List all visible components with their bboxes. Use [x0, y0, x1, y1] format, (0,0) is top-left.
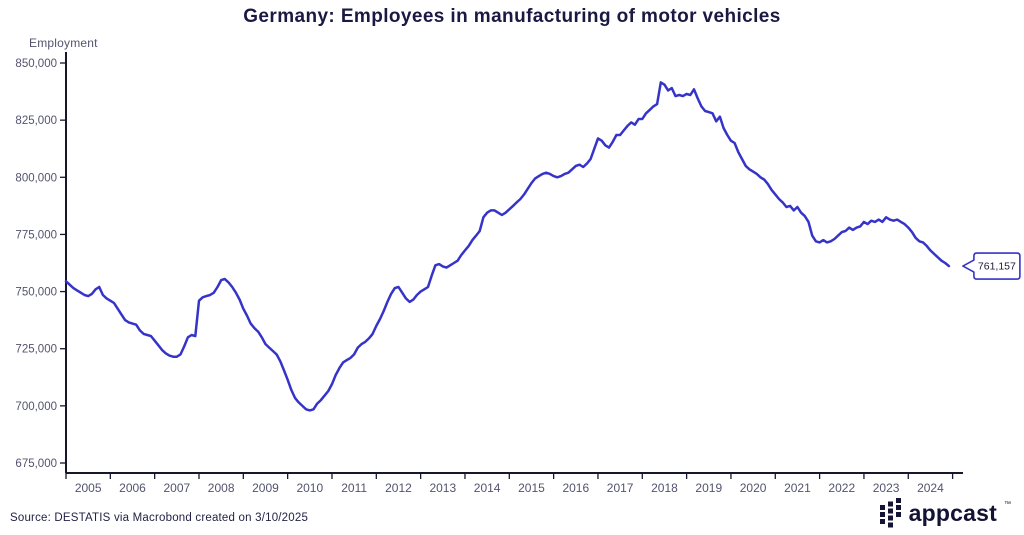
x-tick-label: 2010 — [296, 481, 323, 495]
y-tick-label: 750,000 — [15, 287, 57, 299]
y-tick-label: 850,000 — [15, 58, 57, 70]
x-tick-label: 2005 — [75, 481, 102, 495]
x-tick-label: 2016 — [562, 481, 589, 495]
x-tick-label: 2012 — [385, 481, 412, 495]
appcast-logo-text: appcast — [908, 499, 997, 526]
y-tick-label: 675,000 — [15, 458, 57, 470]
source-text: Source: DESTATIS via Macrobond created o… — [10, 512, 309, 524]
employment-line — [64, 81, 951, 412]
x-tick-label: 2024 — [917, 481, 944, 495]
y-tick-label: 775,000 — [15, 229, 57, 241]
x-tick-label: 2006 — [119, 481, 146, 495]
x-tick-label: 2017 — [607, 481, 634, 495]
x-tick-label: 2019 — [695, 481, 722, 495]
x-tick-label: 2013 — [429, 481, 456, 495]
x-tick-label: 2009 — [252, 481, 279, 495]
x-tick-label: 2007 — [163, 481, 190, 495]
chart-title: Germany: Employees in manufacturing of m… — [243, 6, 781, 27]
appcast-logo: appcast ™ — [879, 498, 1011, 528]
x-tick-label: 2021 — [784, 481, 811, 495]
y-tick-label: 800,000 — [15, 172, 57, 184]
y-tick-label: 700,000 — [15, 401, 57, 413]
y-axis-title: Employment — [29, 36, 98, 50]
x-tick-label: 2022 — [828, 481, 855, 495]
y-tick-label: 825,000 — [15, 115, 57, 127]
x-tick-label: 2015 — [518, 481, 545, 495]
x-tick-label: 2023 — [873, 481, 900, 495]
end-value-label: 761,157 — [978, 261, 1016, 273]
y-tick-label: 725,000 — [15, 344, 57, 356]
appcast-trademark: ™ — [1004, 500, 1011, 508]
x-tick-label: 2018 — [651, 481, 678, 495]
end-value-callout — [962, 252, 1021, 280]
appcast-logo-icon — [879, 498, 901, 528]
x-tick-label: 2011 — [341, 481, 367, 495]
x-tick-label: 2020 — [740, 481, 767, 495]
x-tick-label: 2008 — [208, 481, 235, 495]
x-tick-label: 2014 — [474, 481, 501, 495]
